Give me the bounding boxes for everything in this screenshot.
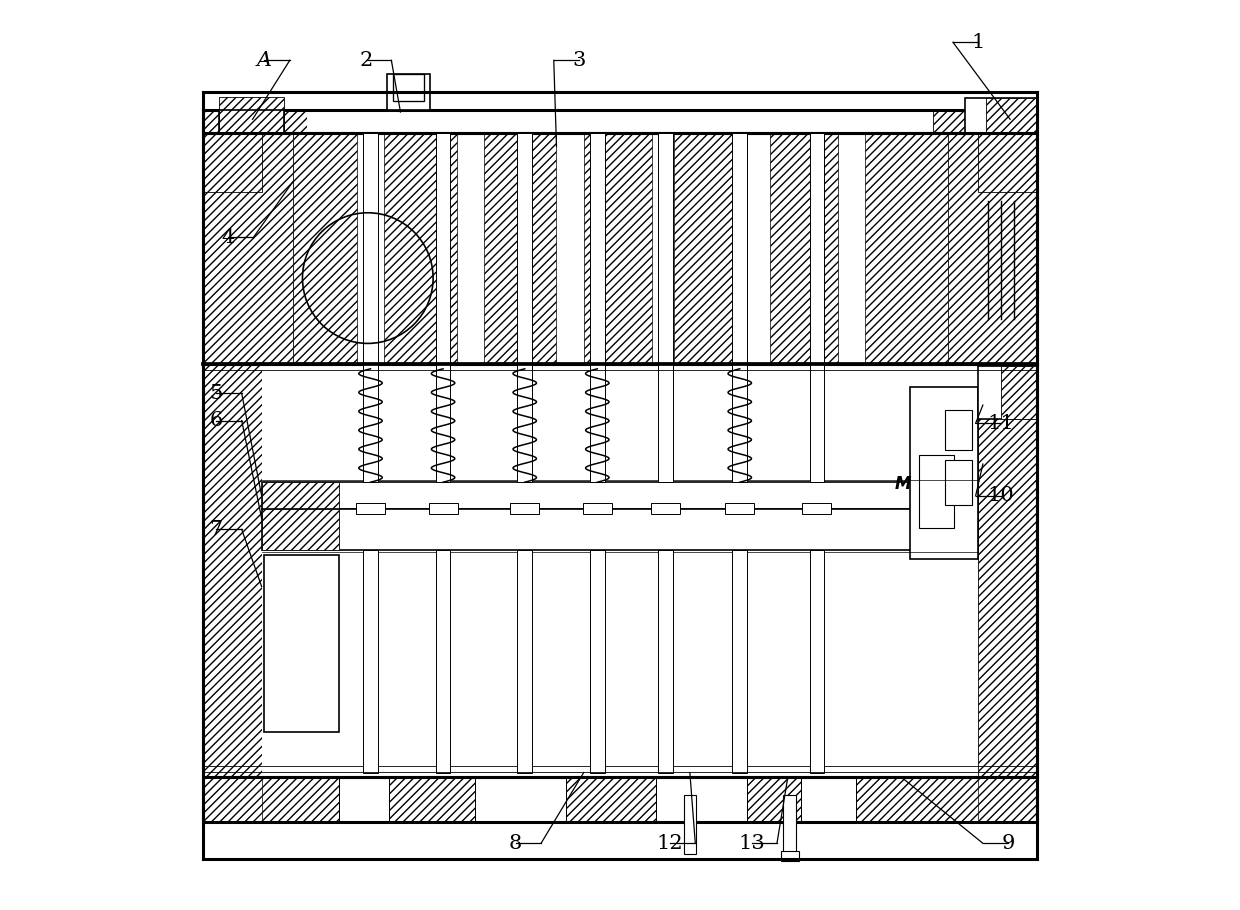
Polygon shape	[675, 133, 746, 364]
Bar	[393, 74, 424, 101]
Bar	[219, 110, 284, 133]
Bar	[583, 503, 611, 514]
Text: 7: 7	[210, 520, 223, 539]
Bar	[517, 133, 532, 364]
Bar	[919, 455, 954, 528]
Bar	[387, 74, 430, 110]
Polygon shape	[388, 777, 475, 823]
Text: 13: 13	[738, 834, 765, 853]
Bar	[658, 133, 672, 364]
Bar	[733, 133, 746, 364]
Bar	[363, 551, 378, 773]
Text: 8: 8	[510, 834, 522, 853]
Text: 10: 10	[987, 486, 1014, 505]
Polygon shape	[949, 133, 1038, 364]
Polygon shape	[856, 777, 978, 823]
Bar	[733, 364, 746, 482]
Bar	[517, 364, 532, 482]
Bar	[435, 364, 450, 482]
Bar	[202, 364, 1038, 777]
Polygon shape	[978, 133, 1038, 192]
Bar	[475, 777, 565, 823]
Polygon shape	[484, 133, 557, 364]
Bar	[801, 777, 856, 823]
Bar	[202, 777, 1038, 823]
Bar	[780, 852, 799, 861]
Text: 4: 4	[222, 228, 234, 247]
Bar	[517, 551, 532, 773]
Bar	[590, 551, 605, 773]
Bar	[435, 133, 450, 364]
Polygon shape	[262, 777, 339, 823]
Polygon shape	[202, 133, 294, 364]
Text: 6: 6	[210, 411, 223, 430]
Bar	[802, 503, 831, 514]
Bar	[202, 110, 1038, 133]
Polygon shape	[866, 133, 949, 364]
Bar	[262, 510, 978, 551]
Polygon shape	[384, 133, 456, 364]
Polygon shape	[584, 133, 652, 364]
Bar	[733, 551, 746, 773]
Bar	[656, 777, 746, 823]
Text: M: M	[895, 475, 911, 493]
Bar	[590, 133, 605, 364]
Polygon shape	[978, 364, 1038, 777]
Polygon shape	[219, 96, 284, 133]
Bar	[510, 503, 539, 514]
Bar	[910, 387, 978, 560]
Bar	[978, 366, 1033, 419]
Polygon shape	[746, 777, 801, 823]
Bar	[810, 364, 825, 482]
Bar	[435, 551, 450, 773]
Bar	[658, 364, 672, 482]
Bar	[810, 551, 825, 773]
Bar	[965, 98, 1038, 133]
Bar	[725, 503, 754, 514]
Bar	[945, 460, 972, 505]
Bar	[356, 503, 386, 514]
Text: 2: 2	[360, 51, 372, 70]
Polygon shape	[262, 482, 339, 510]
Polygon shape	[202, 364, 262, 777]
Bar	[658, 551, 672, 773]
Bar	[363, 364, 378, 482]
Polygon shape	[986, 98, 1038, 133]
Polygon shape	[565, 777, 656, 823]
Text: 9: 9	[1002, 834, 1016, 853]
Bar	[202, 133, 1038, 364]
Text: 3: 3	[573, 51, 585, 70]
Polygon shape	[770, 133, 838, 364]
Bar	[683, 795, 696, 854]
Polygon shape	[202, 133, 262, 192]
Bar	[262, 364, 978, 777]
Bar	[262, 482, 978, 510]
Text: 12: 12	[657, 834, 683, 853]
Text: 5: 5	[210, 384, 223, 403]
Bar	[590, 364, 605, 482]
Bar	[945, 410, 972, 450]
Bar	[339, 777, 388, 823]
Bar	[651, 503, 680, 514]
Bar	[429, 503, 458, 514]
Polygon shape	[294, 133, 357, 364]
Polygon shape	[202, 777, 1038, 823]
Bar	[308, 110, 932, 133]
Polygon shape	[1001, 366, 1038, 419]
Bar	[810, 133, 825, 364]
Text: 1: 1	[972, 33, 985, 52]
Text: A: A	[257, 51, 272, 70]
Bar	[784, 795, 796, 859]
Polygon shape	[202, 110, 308, 133]
Bar	[264, 555, 339, 732]
Bar	[363, 133, 378, 364]
Polygon shape	[932, 110, 1038, 133]
Polygon shape	[262, 510, 339, 551]
Text: 11: 11	[987, 414, 1014, 433]
